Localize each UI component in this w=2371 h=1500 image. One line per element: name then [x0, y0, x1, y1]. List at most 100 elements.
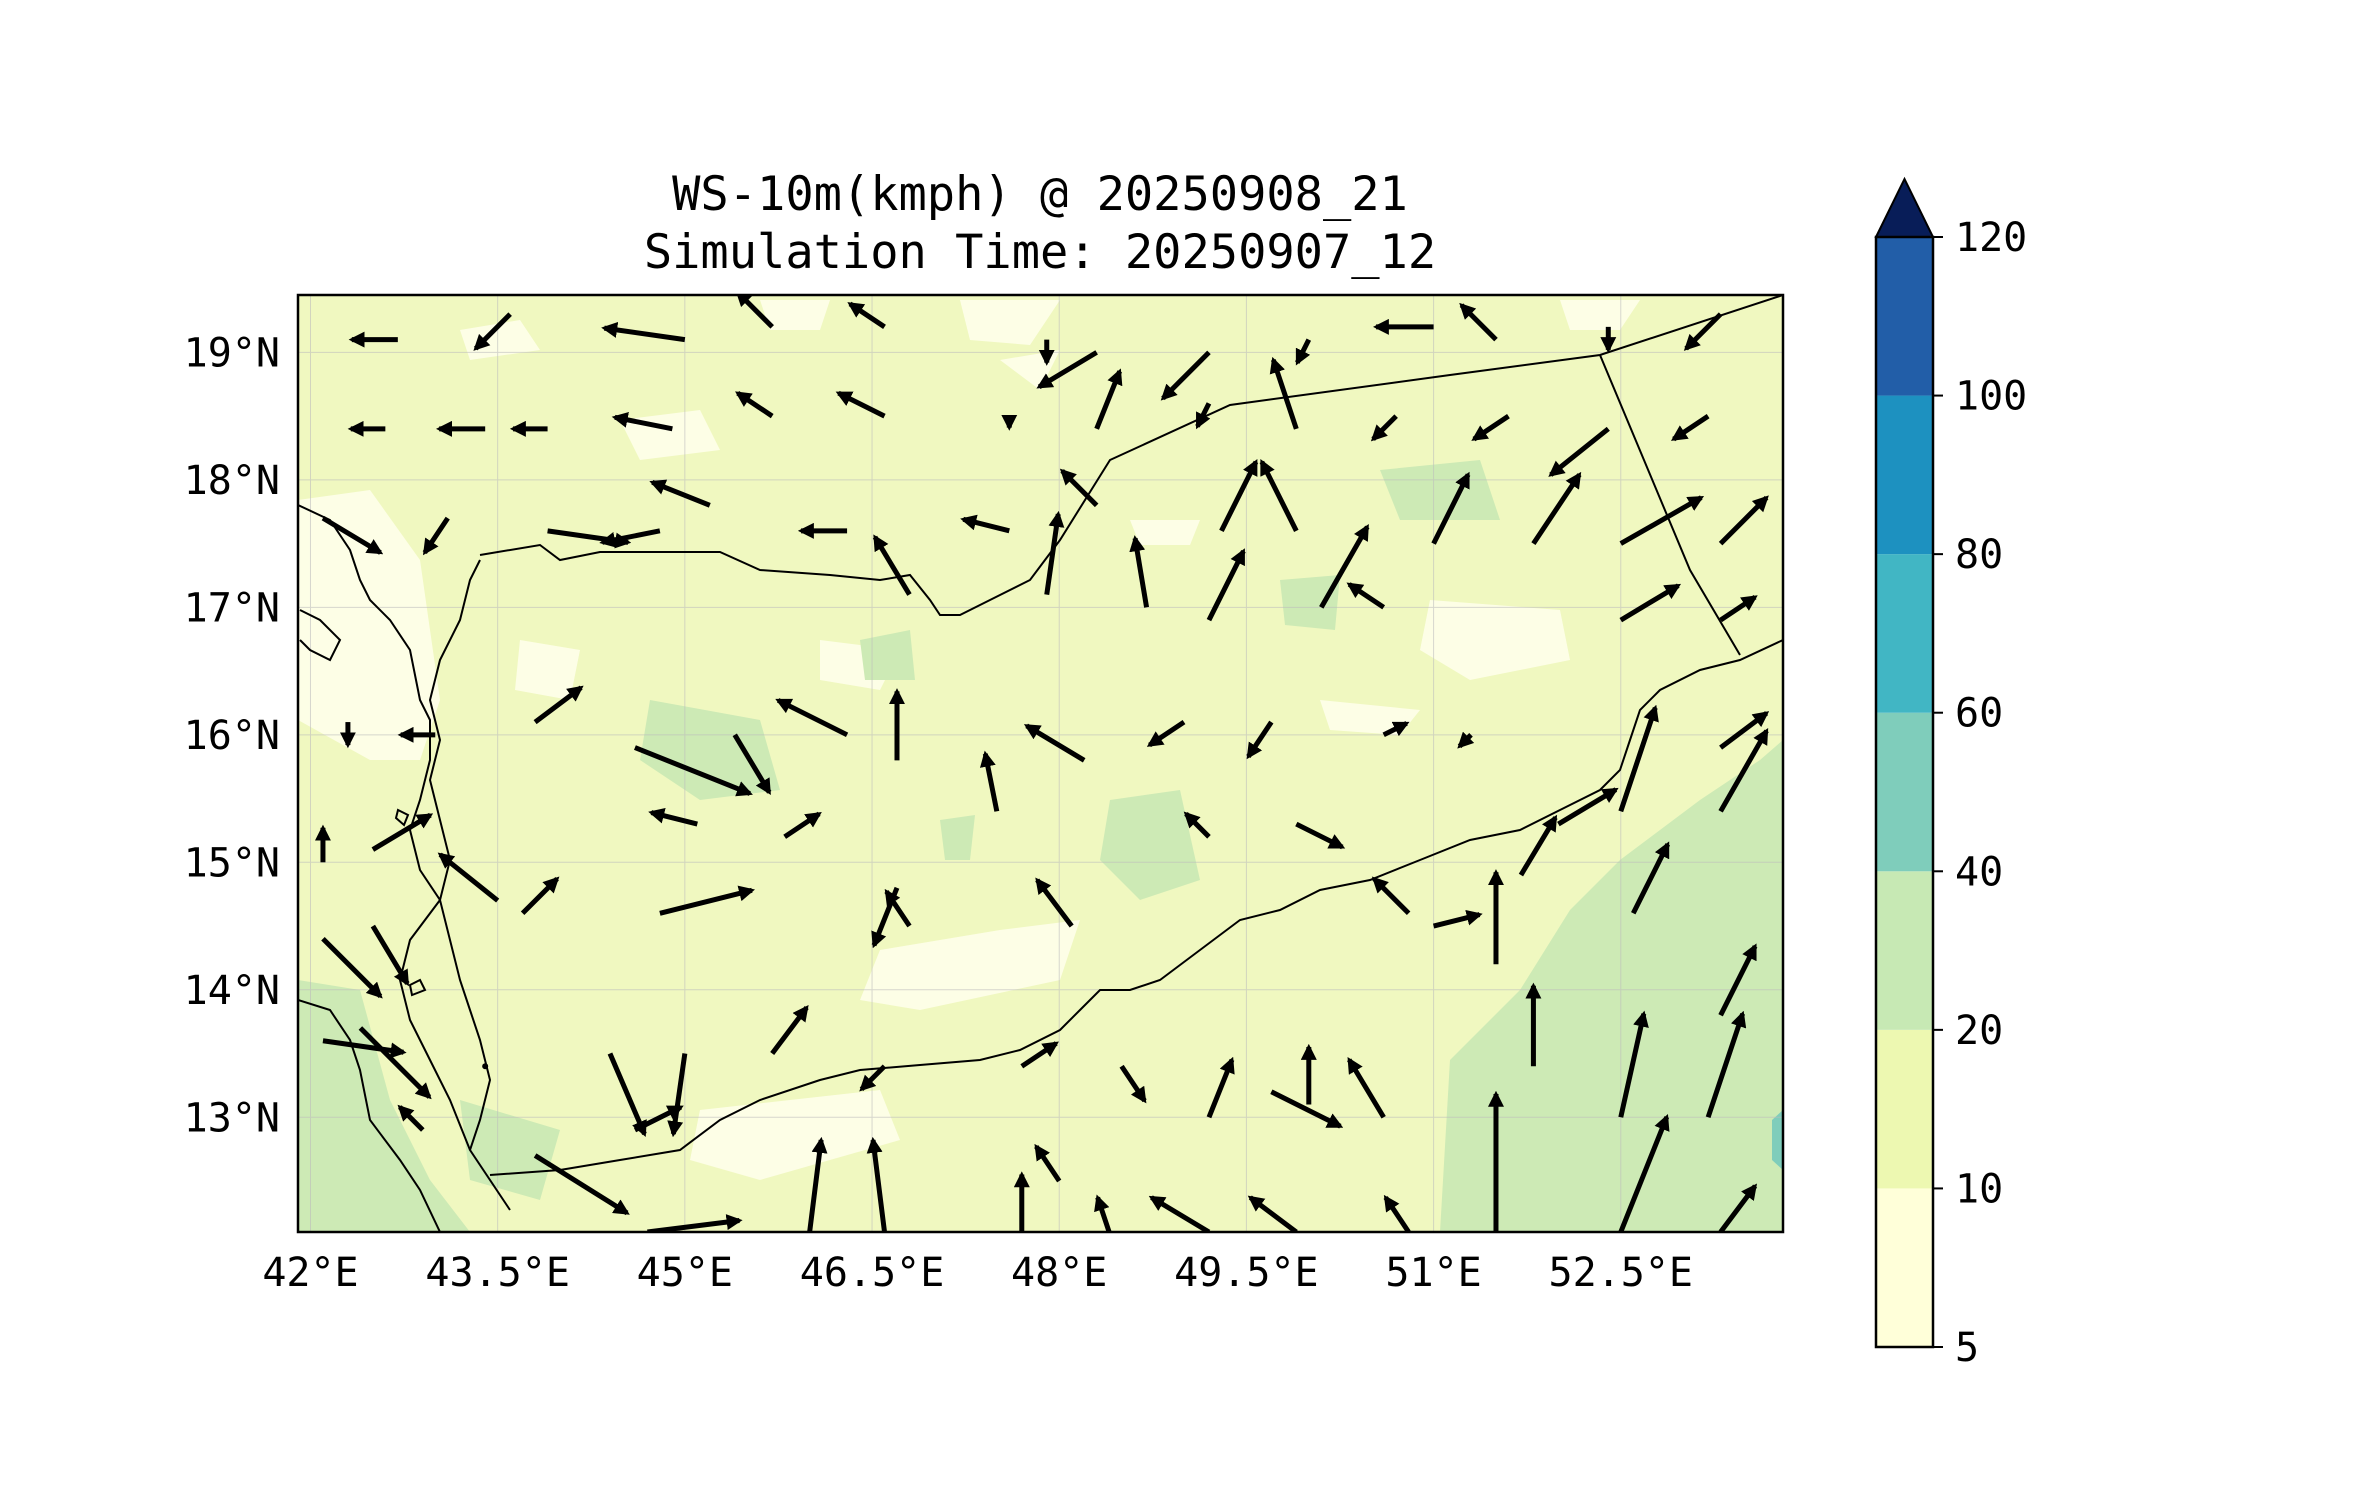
wind-vector: [1094, 1194, 1112, 1232]
wind-vector: [1044, 510, 1065, 595]
colorbar-tick-label: 40: [1955, 849, 2003, 895]
wind-vector: [1094, 368, 1123, 430]
wind-vector: [437, 852, 500, 903]
map-frame: [296, 293, 1785, 1234]
wind-vector: [807, 1136, 828, 1232]
colorbar-tick-label: 120: [1955, 215, 2027, 261]
wind-speed-colorbar: 5 10 20 40 60 80 100 120: [1874, 176, 2027, 1371]
wind-vector: [601, 322, 686, 343]
yemen-oman-border: [1599, 354, 1741, 656]
lon-tick-label: 48°E: [1011, 1250, 1107, 1296]
map-gridlines: [298, 295, 1783, 1232]
wind-vector: [1432, 909, 1483, 929]
lon-tick-label: 45°E: [637, 1250, 733, 1296]
map-subtitle: Simulation Time: 20250907_12: [644, 225, 1436, 280]
wind-vector: [1036, 350, 1098, 390]
lat-tick-label: 14°N: [184, 968, 280, 1014]
wind-vector: [422, 516, 450, 556]
lat-tick-label: 13°N: [184, 1095, 280, 1141]
wind-vector: [1295, 338, 1312, 366]
lon-tick-label: 51°E: [1385, 1250, 1481, 1296]
wind-vector: [1146, 719, 1186, 748]
lon-tick-label: 43.5°E: [425, 1250, 570, 1296]
wind-vector: [735, 295, 774, 329]
wind-vector: [783, 811, 822, 839]
wind-vector: [607, 1052, 647, 1137]
wind-vector: [1718, 728, 1769, 813]
wind-vector: [648, 807, 698, 827]
wind-vector: [1619, 495, 1705, 546]
wind-vector: [633, 1104, 684, 1133]
wind-vector: [1023, 723, 1086, 763]
wind-vector: [1160, 350, 1211, 401]
wind-vector: [979, 750, 1000, 812]
island-kamaran: [394, 808, 410, 827]
lat-tick-label: 17°N: [184, 585, 280, 631]
lon-tick-label: 46.5°E: [800, 1250, 945, 1296]
wind-vector: [611, 412, 673, 432]
map-title: WS-10m(kmph) @ 20250908_21: [672, 167, 1408, 222]
wind-vector: [371, 812, 434, 852]
lat-tick-label: 18°N: [184, 458, 280, 504]
wind-vector: [1119, 1064, 1147, 1104]
wind-vector: [1247, 1195, 1298, 1232]
wind-vector: [960, 514, 1010, 534]
wind-vector: [321, 937, 383, 999]
wind-vector: [1371, 876, 1411, 916]
wind-vector: [1705, 1010, 1747, 1119]
wind-vector: [835, 390, 886, 419]
wind-vector: [1219, 458, 1259, 532]
lat-tick-label: 16°N: [184, 713, 280, 759]
wind-vector: [1531, 471, 1582, 545]
wind-vector: [1518, 814, 1558, 877]
wind-vector: [1295, 821, 1346, 850]
map-panel: 42°E 43.5°E 45°E 46.5°E 48°E 49.5°E 51°E 52.5°E…: [184, 293, 1785, 1296]
wind-vector: [735, 391, 774, 419]
wind-vector: [1618, 1010, 1649, 1118]
wind-vector: [659, 885, 755, 916]
colorbar-frame: [1874, 235, 1935, 1349]
wind-vector: [321, 515, 384, 555]
colorbar-band: [1876, 712, 1933, 872]
wind-vector: [1195, 402, 1212, 430]
wind-vector: [1319, 524, 1370, 609]
wind-vector: [1718, 943, 1758, 1017]
colorbar-tick-label: 20: [1955, 1008, 2003, 1054]
wind-vector: [1034, 1143, 1062, 1183]
wind-vectors: [314, 295, 1770, 1232]
wind-vector: [1459, 302, 1498, 342]
wind-vector: [1206, 1056, 1235, 1119]
wind-vector: [1269, 356, 1299, 430]
wind-vector: [1370, 414, 1398, 442]
wind-vector: [1246, 720, 1274, 760]
wind-vector: [1020, 1041, 1059, 1069]
wind-vector: [533, 685, 584, 725]
arabian-west-coast: [398, 559, 481, 1151]
wind-vector: [1718, 1183, 1758, 1232]
wind-vector: [1719, 595, 1758, 623]
lon-tick-label: 42°E: [262, 1250, 358, 1296]
wind-vector: [1548, 426, 1610, 477]
colorbar-band: [1876, 1029, 1933, 1189]
lon-tick-label: 52.5°E: [1549, 1250, 1694, 1296]
colorbar-band: [1876, 395, 1933, 555]
colorbar-tick-label: 100: [1955, 374, 2027, 420]
wind-vector: [520, 876, 560, 916]
colorbar-tick-label: 80: [1955, 532, 2003, 578]
wind-vector: [1382, 721, 1410, 738]
wind-vector: [1471, 414, 1510, 442]
wind-vector: [1383, 1194, 1411, 1232]
wind-vector: [397, 1104, 425, 1132]
island-dahlak: [299, 609, 342, 662]
lon-tick-label: 49.5°E: [1174, 1250, 1319, 1296]
colorbar-extend-arrow: [1874, 176, 1935, 238]
wind-vector: [1270, 1089, 1344, 1129]
colorbar-band: [1876, 1188, 1933, 1347]
wind-vector: [370, 924, 410, 987]
colorbar-band: [1876, 237, 1933, 396]
wind-speed-5-10-patches: [298, 300, 1640, 1180]
wind-vector: [732, 733, 772, 796]
wind-vector: [775, 698, 849, 738]
wind-vector: [1619, 583, 1682, 623]
